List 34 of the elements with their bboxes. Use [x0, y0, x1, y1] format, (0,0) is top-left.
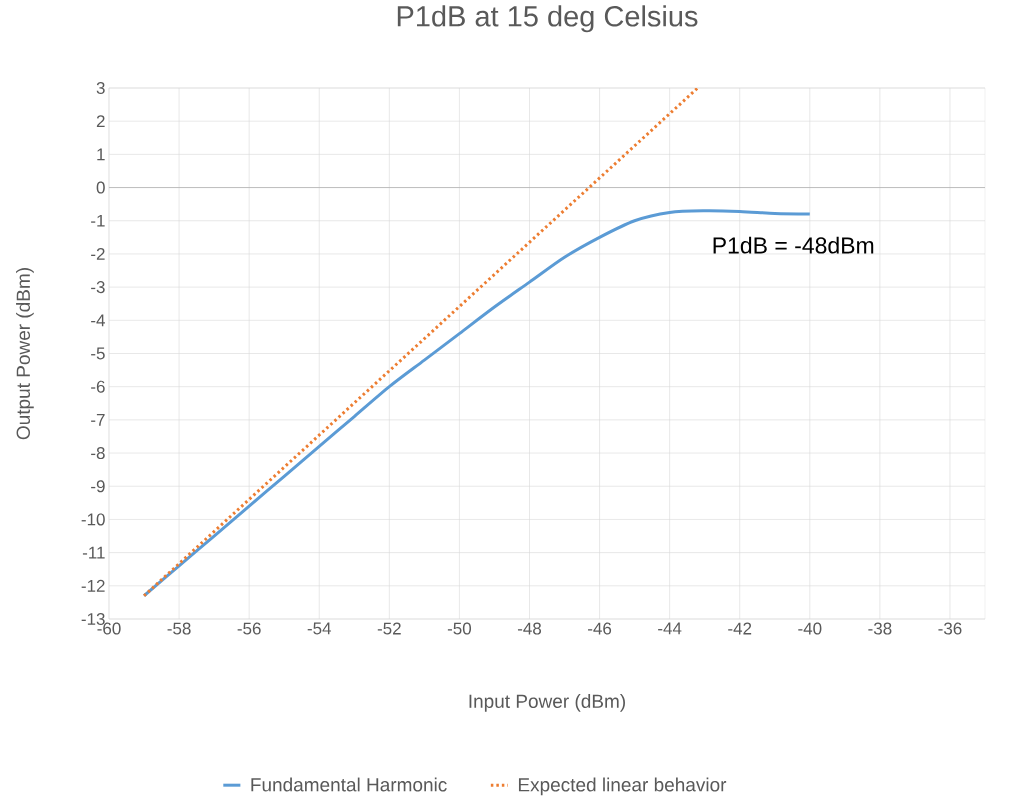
x-tick-label: -46 — [588, 622, 612, 635]
chart-title: P1dB at 15 deg Celsius — [397, 5, 698, 33]
legend-label: Expected linear behavior — [518, 777, 727, 796]
y-tick-label: -3 — [91, 281, 105, 294]
y-axis-title: Output Power (dBm) — [16, 268, 34, 440]
x-tick-label: -54 — [307, 622, 332, 635]
y-tick-label: -5 — [91, 347, 105, 360]
y-tick-label: -6 — [91, 380, 105, 393]
annotation: P1dB = -48dBm — [713, 236, 874, 254]
y-tick-label: -4 — [91, 314, 105, 327]
x-tick-label: -48 — [517, 622, 542, 635]
y-tick-label: -1 — [91, 214, 105, 227]
legend-label: Fundamental Harmonic — [251, 777, 447, 792]
x-tick-label: -38 — [868, 622, 892, 635]
y-tick-label: 1 — [97, 148, 105, 161]
y-tick-label: -10 — [81, 513, 105, 526]
y-tick-label: 2 — [96, 115, 105, 128]
x-axis-title: Input Power (dBm) — [469, 694, 625, 712]
x-tick-label: -58 — [167, 622, 191, 635]
y-tick-label: -9 — [91, 480, 105, 493]
x-tick-label: -52 — [377, 622, 401, 635]
x-tick-label: -40 — [798, 622, 822, 635]
y-tick-label: 0 — [96, 181, 105, 194]
x-tick-label: -36 — [938, 622, 962, 635]
y-tick-label: -11 — [82, 546, 105, 559]
y-tick-label: -8 — [91, 447, 105, 460]
y-tick-label: -12 — [81, 579, 105, 592]
x-tick-label: -50 — [447, 622, 472, 635]
x-tick-label: -44 — [658, 622, 682, 635]
x-tick-label: -56 — [237, 622, 261, 635]
y-tick-label: -2 — [91, 247, 105, 260]
y-tick-label: 3 — [96, 81, 105, 95]
y-tick-label: -7 — [91, 414, 105, 426]
x-tick-label: -42 — [728, 622, 752, 635]
